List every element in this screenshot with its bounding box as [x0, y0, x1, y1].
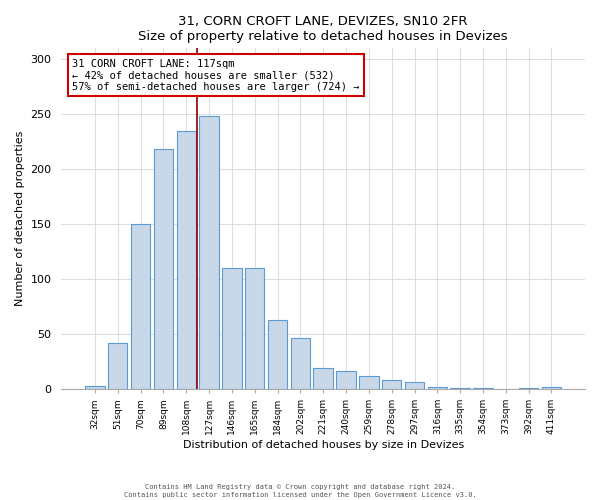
Text: 31 CORN CROFT LANE: 117sqm
← 42% of detached houses are smaller (532)
57% of sem: 31 CORN CROFT LANE: 117sqm ← 42% of deta…: [72, 58, 359, 92]
Bar: [473, 388, 493, 389]
Bar: [405, 382, 424, 389]
Bar: [313, 368, 333, 389]
Bar: [222, 268, 242, 389]
Bar: [337, 372, 356, 389]
Bar: [519, 388, 538, 389]
Bar: [542, 387, 561, 389]
Bar: [131, 224, 150, 389]
Bar: [359, 376, 379, 389]
Bar: [199, 116, 219, 389]
Y-axis label: Number of detached properties: Number of detached properties: [15, 131, 25, 306]
Bar: [290, 338, 310, 389]
Bar: [85, 386, 104, 389]
Bar: [268, 320, 287, 389]
Title: 31, CORN CROFT LANE, DEVIZES, SN10 2FR
Size of property relative to detached hou: 31, CORN CROFT LANE, DEVIZES, SN10 2FR S…: [139, 15, 508, 43]
Bar: [108, 343, 127, 389]
Bar: [382, 380, 401, 389]
Bar: [428, 387, 447, 389]
Bar: [451, 388, 470, 389]
X-axis label: Distribution of detached houses by size in Devizes: Distribution of detached houses by size …: [182, 440, 464, 450]
Bar: [176, 131, 196, 389]
Text: Contains HM Land Registry data © Crown copyright and database right 2024.
Contai: Contains HM Land Registry data © Crown c…: [124, 484, 476, 498]
Bar: [245, 268, 265, 389]
Bar: [154, 150, 173, 389]
